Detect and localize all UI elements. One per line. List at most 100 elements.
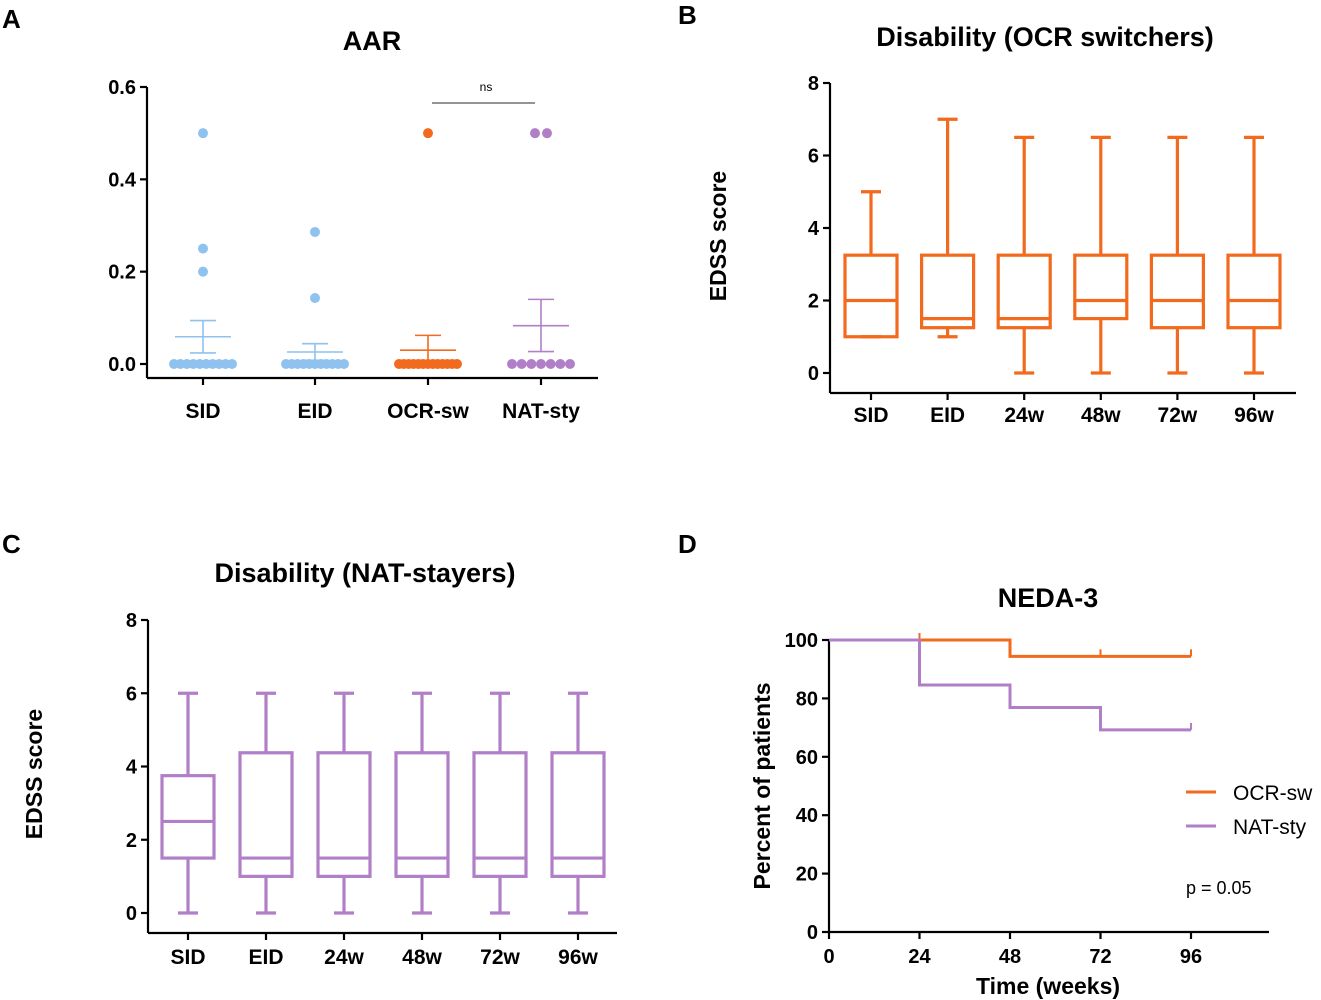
panel-c-box [238,751,294,878]
panel-a-point [516,359,527,369]
panel-c-box [550,751,606,878]
panel-d-series-ocr-sw [829,638,1191,658]
panel-a-point [310,292,320,303]
panel-c-x-tick-label: 24w [324,946,364,969]
panel-a-x-tick-label: OCR-sw [387,400,469,423]
panel-c-box [316,751,372,878]
panel-d-legend: OCR-sw NAT-sty [1186,782,1313,839]
panel-b-box [1226,253,1282,330]
panel-c-axes: 0 2 4 6 8 SID EID 24w 48w 72w 96w [126,610,617,969]
panel-a-point [536,359,546,369]
panel-c-x-tick-label: SID [170,946,205,969]
panel-a-title: AAR [343,26,402,56]
panel-d-x-tick-label: 48 [999,946,1021,968]
panel-c-x-tick-label: 48w [402,946,442,969]
panel-b-x-tick-label: 48w [1081,404,1121,427]
panel-c-box [160,774,216,860]
panel-d-y-tick-label: 20 [796,864,818,886]
panel-b-y-tick-label: 2 [808,291,819,313]
panel-b-ylabel: EDSS score [705,171,731,301]
panel-a-ns-annotation: ns [480,80,493,94]
panel-d-y-tick-label: 100 [785,630,818,652]
panel-c-x-tick-label: 72w [480,946,520,969]
panel-b-x-tick-label: SID [853,404,888,427]
panel-d-x-tick-label: 72 [1089,946,1111,968]
panel-d-y-tick-label: 40 [796,805,818,827]
panel-d-label: D [678,529,697,559]
panel-d-y-tick-label: 80 [796,688,818,710]
panel-c-y-tick-label: 6 [126,683,137,705]
panel-b-axes: 0 2 4 6 8 SID EID 24w 48w 72w 96w [808,73,1296,427]
panel-a-x-tick-label: SID [185,400,220,423]
panel-c-label: C [2,529,21,559]
panel-a-label: A [2,4,21,34]
panel-c-y-tick-label: 2 [126,830,137,852]
panel-d-marks [829,633,1192,732]
panel-a-point [227,359,237,369]
panel-d-y-tick-label: 60 [796,747,818,769]
panel-b-x-tick-label: 72w [1158,404,1198,427]
panel-c-ylabel: EDSS score [21,709,47,839]
panel-b-y-tick-label: 4 [808,218,820,240]
legend-nat-sty-label: NAT-sty [1233,816,1307,839]
panel-c-disability-nat: C Disability (NAT-stayers) EDSS score 0 2… [2,529,617,969]
panel-b-title: Disability (OCR switchers) [876,22,1214,52]
panel-a-point [339,359,349,369]
panel-b-y-tick-label: 6 [808,146,819,168]
panel-a-point [198,266,208,277]
panel-d-xlabel: Time (weeks) [976,973,1120,999]
panel-b-x-tick-label: 96w [1234,404,1274,427]
panel-c-title: Disability (NAT-stayers) [214,558,515,588]
panel-d-p-value: p = 0.05 [1186,878,1252,898]
legend-ocr-sw-label: OCR-sw [1233,782,1313,805]
panel-a-x-tick-label: EID [297,400,332,423]
panel-a-y-tick-label: 0.6 [108,77,136,99]
panel-a-point [452,359,462,369]
panel-a-point [198,128,208,139]
panel-b-x-tick-label: 24w [1004,404,1044,427]
panel-d-y-tick-label: 0 [807,922,818,944]
panel-c-x-tick-label: 96w [558,946,598,969]
panel-d-series-nat-sty [829,638,1191,732]
panel-a-point [542,128,552,139]
panel-b-x-tick-label: EID [930,404,965,427]
panel-c-y-tick-label: 0 [126,903,137,925]
panel-a-point [310,226,320,237]
panel-d-neda3: D NEDA-3 Percent of patients Time (weeks… [678,529,1313,999]
panel-c-x-tick-label: EID [248,946,283,969]
panel-b-box [919,253,976,330]
panel-a-point [526,359,537,369]
panel-b-y-tick-label: 8 [808,73,819,95]
panel-b-label: B [678,0,697,30]
panel-a-aar: A AAR 0.0 0.2 0.4 0.6 SID EID OCR-sw NAT-sty ns [2,4,598,423]
panel-a-point [545,359,556,369]
panel-b-box [1073,253,1129,321]
panel-d-x-tick-label: 0 [823,946,834,968]
panel-a-point [565,359,575,369]
panel-b-box [996,253,1052,330]
panel-a-x-tick-label: NAT-sty [502,400,580,423]
panel-d-axes: 0 20 40 60 80 100 0 24 48 72 96 [785,630,1269,968]
panel-a-y-tick-label: 0.4 [108,169,137,191]
panel-d-x-tick-label: 24 [908,946,931,968]
panel-b-box [1149,253,1206,330]
panel-a-point [555,359,566,369]
panel-b-y-tick-label: 0 [808,363,819,385]
panel-a-marks [169,128,575,369]
panel-a-y-tick-label: 0.2 [108,262,136,284]
panel-a-axes: 0.0 0.2 0.4 0.6 SID EID OCR-sw NAT-sty [108,77,598,423]
panel-d-title: NEDA-3 [998,583,1099,613]
panel-b-marks [843,117,1282,375]
panel-d-x-tick-label: 96 [1180,946,1202,968]
panel-c-y-tick-label: 4 [126,757,138,779]
panel-a-point [507,359,517,369]
panel-a-point [198,243,208,254]
panel-a-point [423,128,433,139]
panel-c-marks [160,691,606,915]
panel-d-ylabel: Percent of patients [749,682,775,889]
panel-c-y-tick-label: 8 [126,610,137,632]
panel-a-point [530,128,540,139]
panel-c-box [394,751,450,878]
panel-a-y-tick-label: 0.0 [108,354,136,376]
